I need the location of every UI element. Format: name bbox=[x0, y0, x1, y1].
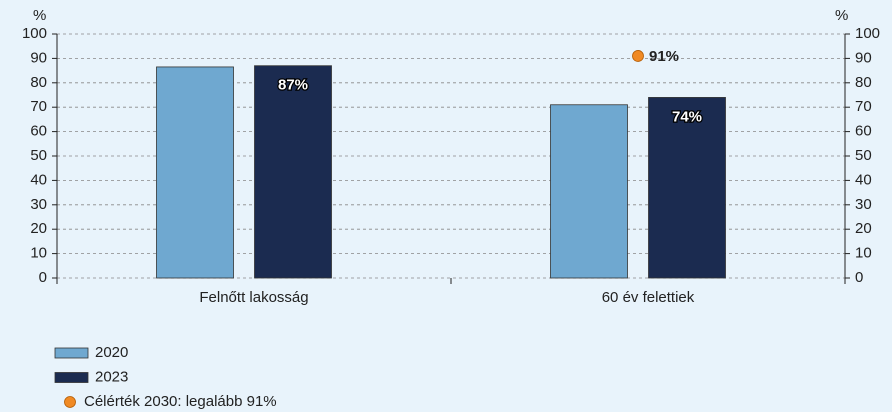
legend-label: 2020 bbox=[95, 344, 128, 361]
y2-tick-label: 40 bbox=[855, 171, 872, 188]
target-marker bbox=[632, 50, 644, 62]
bar bbox=[550, 104, 628, 279]
y2-tick-label: 50 bbox=[855, 147, 872, 164]
x-tick-label: 60 év felettiek bbox=[602, 289, 695, 306]
y-tick-label: 40 bbox=[30, 171, 47, 188]
y2-axis-label: % bbox=[835, 7, 848, 24]
bar bbox=[156, 66, 234, 279]
data-label: 74% bbox=[672, 108, 702, 125]
legend-label: 2023 bbox=[95, 368, 128, 385]
y2-tick-label: 30 bbox=[855, 196, 872, 213]
y-tick-label: 50 bbox=[30, 147, 47, 164]
y-tick-label: 80 bbox=[30, 74, 47, 91]
y-tick-label: 70 bbox=[30, 98, 47, 115]
legend-swatch bbox=[54, 372, 89, 383]
data-label: 87% bbox=[278, 77, 308, 94]
legend-swatch bbox=[64, 396, 76, 408]
y2-tick-label: 0 bbox=[855, 269, 863, 286]
legend-swatch bbox=[54, 347, 89, 359]
y-tick-label: 90 bbox=[30, 49, 47, 66]
y-tick-label: 100 bbox=[22, 25, 47, 42]
y2-tick-label: 10 bbox=[855, 245, 872, 262]
y2-tick-label: 90 bbox=[855, 49, 872, 66]
bar bbox=[648, 97, 726, 279]
legend-label: Célérték 2030: legalább 91% bbox=[84, 393, 277, 410]
y-tick-label: 10 bbox=[30, 245, 47, 262]
data-label: 91% bbox=[649, 48, 679, 65]
y2-tick-label: 80 bbox=[855, 74, 872, 91]
y2-tick-label: 100 bbox=[855, 25, 880, 42]
y-tick-label: 30 bbox=[30, 196, 47, 213]
x-tick-label: Felnőtt lakosság bbox=[199, 289, 308, 306]
bar bbox=[254, 65, 332, 279]
y2-tick-label: 20 bbox=[855, 220, 872, 237]
y2-tick-label: 70 bbox=[855, 98, 872, 115]
y-tick-label: 60 bbox=[30, 123, 47, 140]
y2-tick-label: 60 bbox=[855, 123, 872, 140]
y-axis-label: % bbox=[33, 7, 46, 24]
y-tick-label: 20 bbox=[30, 220, 47, 237]
y-tick-label: 0 bbox=[39, 269, 47, 286]
